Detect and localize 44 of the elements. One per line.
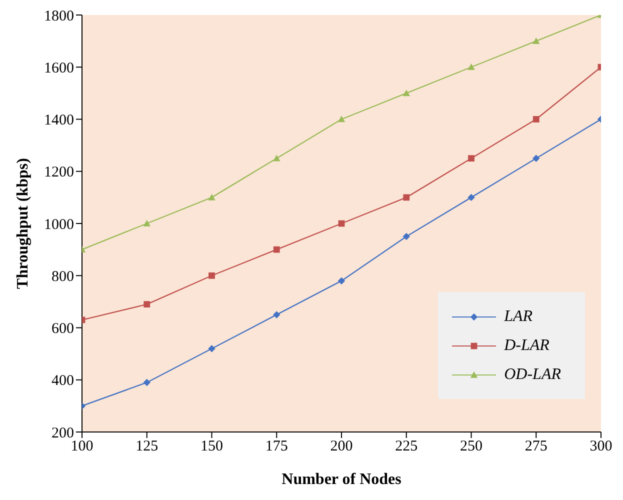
point (208, 272, 215, 279)
point (143, 378, 150, 386)
y-tick-label: 800 (52, 268, 74, 285)
x-tick-label: 250 (460, 438, 482, 455)
point (532, 116, 540, 122)
y-tick-label: 1200 (44, 164, 74, 181)
point (273, 154, 280, 162)
y-tick-label: 400 (52, 373, 74, 390)
line-series (82, 15, 601, 252)
x-tick-label: 150 (200, 438, 223, 455)
y-tick-label: 1400 (44, 112, 74, 129)
point (402, 90, 410, 96)
point (273, 311, 280, 318)
x-axis-title: Number of Nodes (282, 471, 402, 488)
point (468, 194, 475, 202)
point (402, 232, 410, 240)
legend-label: D-LAR (504, 336, 550, 354)
point (532, 154, 540, 162)
point (273, 246, 280, 253)
y-tick-label: 1600 (44, 60, 74, 76)
point (338, 116, 346, 122)
point (532, 37, 540, 44)
x-tick-label: 275 (524, 438, 548, 455)
x-tick-label: 200 (330, 438, 353, 455)
y-tick-label: 1000 (44, 216, 74, 233)
x-tick-label: 175 (265, 438, 288, 455)
point (144, 301, 150, 308)
point (208, 345, 216, 352)
y-tick-label: 200 (52, 425, 74, 442)
legend-label: OD-LAR (504, 366, 561, 384)
point (468, 64, 475, 70)
y-tick-label: 1800 (44, 8, 74, 24)
y-axis-title: Throughput (kbps) (14, 158, 32, 289)
x-tick-label: 225 (395, 438, 418, 455)
point (208, 194, 216, 200)
point (143, 220, 150, 226)
x-tick-label: 125 (136, 438, 158, 455)
point (403, 194, 410, 201)
legend-label: LAR (504, 308, 533, 326)
x-tick-label: 100 (70, 438, 94, 455)
point (468, 155, 474, 162)
y-tick-label: 600 (52, 321, 74, 338)
x-tick-label: 300 (590, 438, 612, 455)
point (338, 277, 346, 284)
